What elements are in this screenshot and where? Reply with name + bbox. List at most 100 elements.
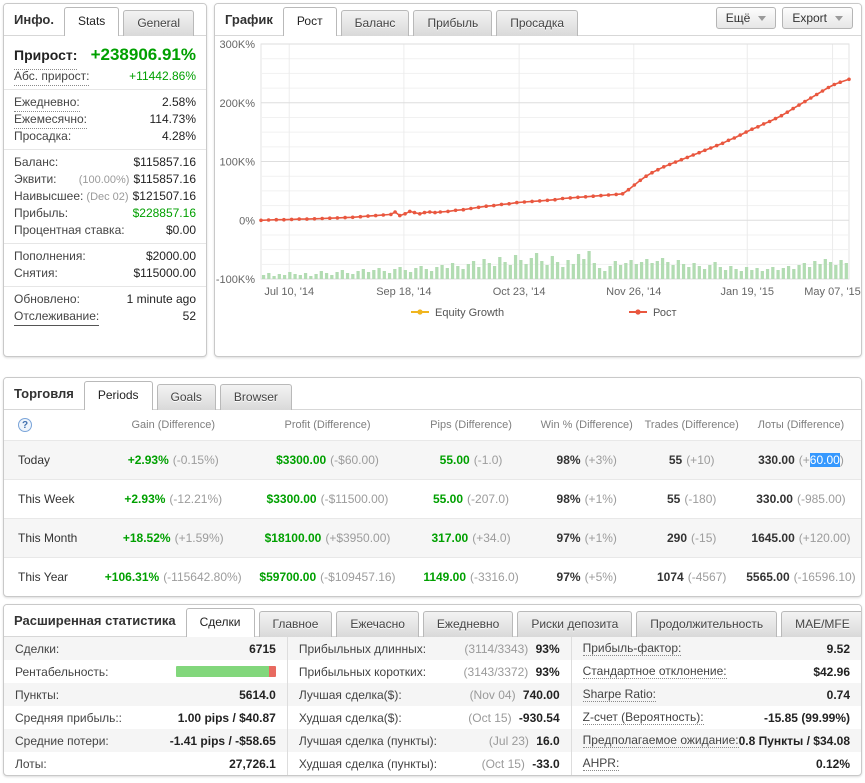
advanced-tab-2[interactable]: Ежечасно <box>336 611 419 637</box>
cell-main-value: 55 <box>667 492 681 506</box>
trading-tab-2[interactable]: Browser <box>219 384 292 410</box>
advanced-tab-5[interactable]: Продолжительность <box>636 611 778 637</box>
help-icon[interactable]: ? <box>18 418 32 432</box>
info-row-label: Обновлено: <box>14 292 80 306</box>
stat-value-main: -33.0 <box>532 756 560 771</box>
trading-tab-0[interactable]: Periods <box>83 381 153 410</box>
growth-line-point <box>422 210 427 215</box>
legend-marker <box>635 309 641 315</box>
volume-bar <box>634 264 638 279</box>
export-button[interactable]: Export <box>782 7 853 29</box>
period-label: This Week <box>18 492 75 506</box>
more-button[interactable]: Ещё <box>715 7 777 29</box>
stat-label: Прибыль-фактор: <box>582 641 682 656</box>
stat-value: (Oct 15) -33.0 <box>482 757 560 771</box>
growth-line-point <box>638 178 643 183</box>
column-header: Gain (Difference) <box>131 419 216 431</box>
volume-bar <box>739 271 743 279</box>
export-button-label: Export <box>792 11 827 25</box>
advanced-tab-1[interactable]: Главное <box>258 611 333 637</box>
volume-bar <box>597 268 602 279</box>
stat-label: Z-счет (Вероятность): <box>582 710 704 725</box>
cell-diff-value: (+10) <box>686 453 715 467</box>
growth-line-point <box>393 210 397 214</box>
growth-line-point <box>492 203 496 208</box>
volume-bar <box>492 266 497 279</box>
growth-line-point <box>591 194 595 198</box>
chart-tab-1[interactable]: Баланс <box>340 10 410 36</box>
volume-bar <box>734 269 738 279</box>
advanced-tab-3[interactable]: Ежедневно <box>422 611 514 637</box>
info-row-value: 114.73% <box>149 112 196 126</box>
cell-diff-value: (+120.00) <box>798 531 851 545</box>
volume-bar <box>498 257 502 279</box>
trading-tab-1[interactable]: Goals <box>156 384 216 410</box>
info-tab-1[interactable]: General <box>123 10 195 36</box>
stat-value-main: -1.41 pips / -$58.65 <box>169 733 276 748</box>
volume-bar <box>681 264 686 279</box>
cell-diff-value: (-180) <box>684 492 717 506</box>
volume-bar <box>293 274 297 279</box>
advanced-tab-4[interactable]: Риски депозита <box>517 611 633 637</box>
info-row: Абс. прирост: +11442.86% <box>4 68 206 86</box>
info-row-value: $115857.16 <box>133 155 196 169</box>
growth-line-point <box>350 215 355 220</box>
volume-bar <box>582 259 586 279</box>
period-label: This Year <box>18 570 69 584</box>
cell-diff-value: (-115642.80%) <box>163 570 242 584</box>
volume-bar <box>566 260 570 279</box>
info-row: Снятия: $115000.00 <box>4 265 206 282</box>
stat-label: Sharpe Ratio: <box>582 687 657 702</box>
cell-diff-value: (+1.59%) <box>174 531 224 545</box>
volume-bar <box>807 267 812 279</box>
stat-row: Прибыльных длинных: (3114/3343) 93% <box>287 637 571 660</box>
growth-line-point <box>453 208 458 213</box>
volume-bar <box>471 261 476 279</box>
growth-line-point <box>832 82 837 87</box>
chart-tab-0[interactable]: Рост <box>282 7 337 36</box>
volume-bar <box>723 270 728 279</box>
growth-line-point <box>744 130 748 134</box>
advanced-tab-6[interactable]: MAE/MFE <box>781 611 861 637</box>
period-label: Today <box>18 453 51 467</box>
volume-bar <box>839 260 843 279</box>
chart-tab-2[interactable]: Прибыль <box>413 10 493 36</box>
growth-line-point <box>685 155 690 160</box>
period-cell: +18.52% (+1.59%) <box>103 531 244 545</box>
info-row-label: Снятия: <box>14 266 58 280</box>
chart-tab-3[interactable]: Просадка <box>496 10 579 36</box>
stat-label: Прибыльных длинных: <box>298 641 427 656</box>
info-tab-0[interactable]: Stats <box>63 7 120 36</box>
growth-line-point <box>530 199 534 204</box>
cell-diff-value: (-$109457.16) <box>320 570 396 584</box>
growth-line-point <box>297 217 301 221</box>
volume-bar <box>676 260 680 279</box>
volume-bar <box>387 273 392 279</box>
period-cell: 1074 (-4567) <box>642 570 741 584</box>
volume-bar <box>750 270 754 279</box>
info-row-label[interactable]: Отслеживание: <box>14 308 100 326</box>
advanced-tab-0[interactable]: Сделки <box>185 608 255 637</box>
period-cell: 1149.00 (-3316.0) <box>411 570 531 584</box>
growth-line-point <box>767 119 772 124</box>
trading-panel: Торговля Periods Goals Browser ? Gain (Diff… <box>3 377 862 597</box>
cell-main-value: 317.00 <box>431 531 469 545</box>
period-cell: 290 (-15) <box>642 531 741 545</box>
selected-text: 60.00 <box>809 453 840 467</box>
info-panel-header: Инфо. Stats General <box>4 4 206 36</box>
stat-row: Лучшая сделка($): (Nov 04) 740.00 <box>287 683 571 706</box>
growth-line-point <box>644 174 648 178</box>
volume-bar <box>435 267 439 279</box>
profitability-bar <box>175 666 276 677</box>
stat-row: Сделки: 6715 <box>4 637 287 660</box>
volume-bar <box>534 253 539 279</box>
growth-line-point <box>484 204 489 208</box>
volume-bar <box>771 267 775 279</box>
growth-line-point <box>373 213 378 218</box>
info-panel-title: Инфо. <box>14 12 54 27</box>
info-tabs: Stats General <box>63 7 198 36</box>
period-cell: 55.00 (-207.0) <box>411 492 531 506</box>
growth-line-point <box>469 206 473 211</box>
cell-main-value: 330.00 <box>756 492 793 506</box>
cell-main-value: 55.00 <box>433 492 464 506</box>
